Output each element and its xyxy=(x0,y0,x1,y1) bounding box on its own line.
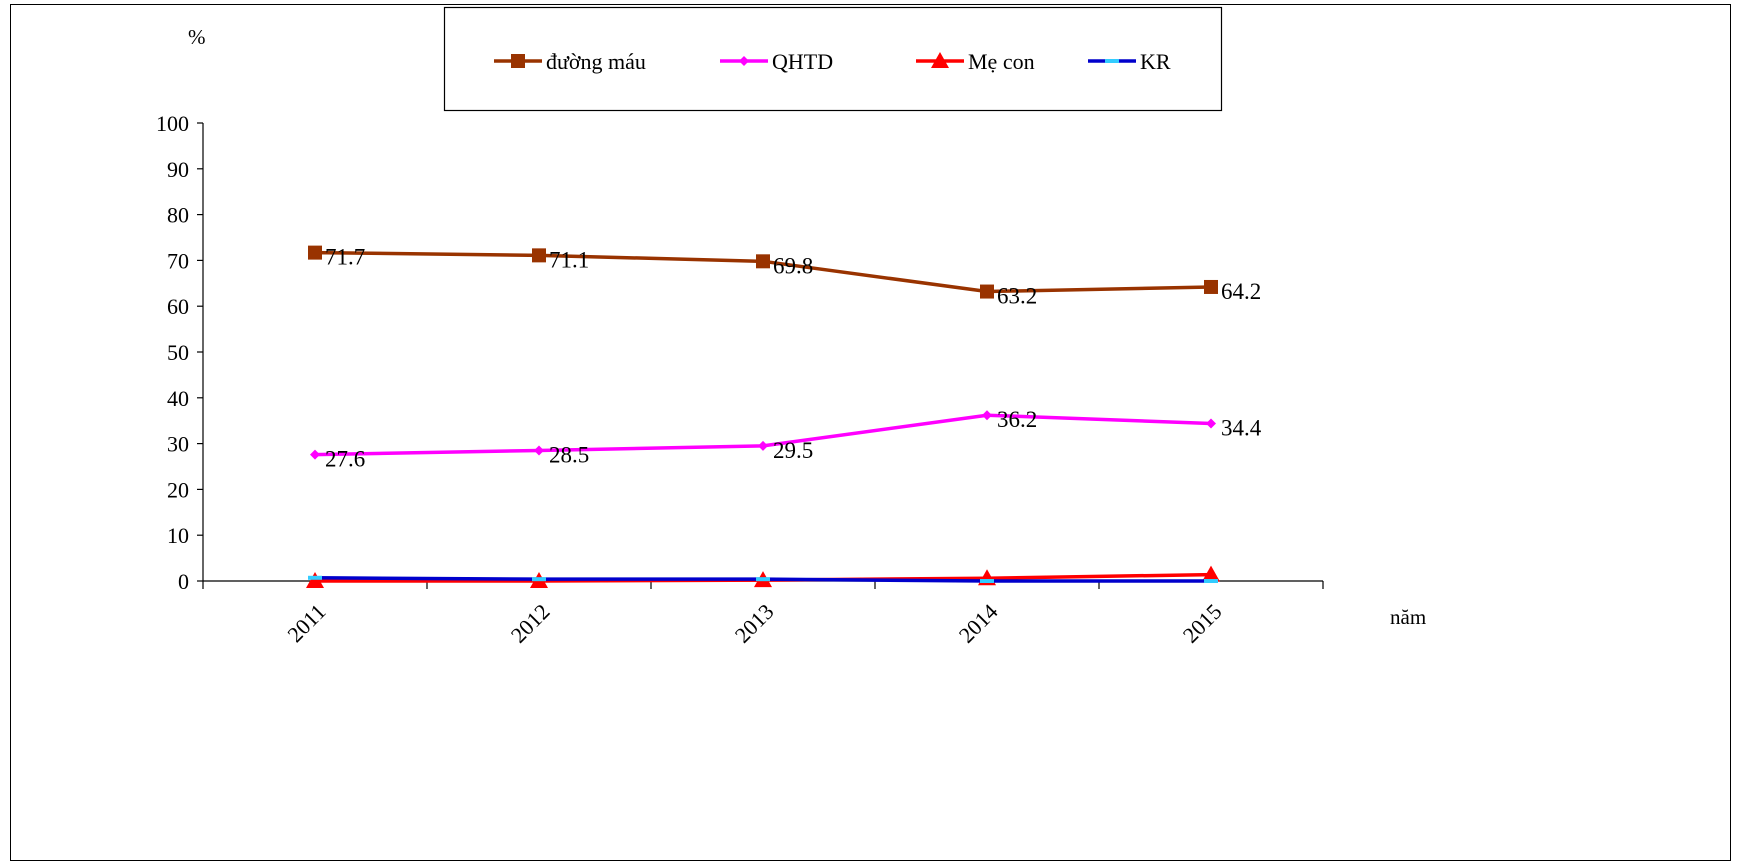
x-axis-ticks: 2011 2012 2013 2014 2015 xyxy=(202,581,1324,648)
y-tick-label: 40 xyxy=(167,386,189,411)
series-layer xyxy=(306,245,1220,588)
series-2-data-label: 34.4 xyxy=(1221,415,1262,440)
data-labels: 71.7 71.1 69.8 63.2 64.2 27.6 28.5 29.5 36.2 34.4 xyxy=(325,245,1262,472)
x-tick-label: 2012 xyxy=(506,599,555,648)
legend-item-2-swatch-marker xyxy=(739,56,749,66)
y-tick-label: 100 xyxy=(156,111,189,136)
legend-item-4-swatch-marker xyxy=(1105,59,1119,63)
legend: đường máu QHTD Mẹ con KR xyxy=(494,49,1171,74)
y-axis-ticks: 0 10 20 30 40 50 60 70 80 90 100 xyxy=(156,111,203,594)
y-tick-label: 80 xyxy=(167,203,189,228)
series-3 xyxy=(306,565,1220,588)
series-2-data-label: 36.2 xyxy=(997,407,1037,432)
y-tick-label: 10 xyxy=(167,523,189,548)
series-2-point xyxy=(758,440,768,451)
x-tick-label: 2014 xyxy=(954,599,1003,648)
y-tick-label: 20 xyxy=(167,477,189,502)
legend-item-1: đường máu xyxy=(494,49,646,74)
series-1-data-label: 71.7 xyxy=(325,245,365,270)
series-4-point xyxy=(1204,579,1218,583)
y-tick-label: 0 xyxy=(178,569,189,594)
y-tick-label: 60 xyxy=(167,294,189,319)
chart-border xyxy=(10,4,1731,861)
legend-item-2: QHTD xyxy=(720,49,833,74)
series-2-point xyxy=(982,410,992,421)
series-1-data-label: 71.1 xyxy=(549,247,589,272)
axes xyxy=(202,123,1323,582)
series-2-data-label: 28.5 xyxy=(549,442,589,467)
series-4 xyxy=(308,575,1218,583)
legend-item-1-label: đường máu xyxy=(546,49,646,74)
x-tick-label: 2015 xyxy=(1178,599,1227,648)
series-1-data-label: 64.2 xyxy=(1221,279,1261,304)
series-1-point xyxy=(980,284,994,299)
series-1-point xyxy=(308,245,322,260)
series-1 xyxy=(308,245,1218,299)
series-2-point xyxy=(1206,418,1216,429)
legend-item-2-label: QHTD xyxy=(772,49,833,74)
x-tick-label: 2013 xyxy=(730,599,779,648)
series-4-point xyxy=(756,577,770,582)
series-4-point xyxy=(980,579,994,583)
series-2 xyxy=(310,410,1216,460)
y-tick-label: 50 xyxy=(167,340,189,365)
y-tick-label: 90 xyxy=(167,157,189,182)
legend-item-4: KR xyxy=(1088,49,1171,74)
y-axis-title: % xyxy=(188,25,206,49)
y-tick-label: 30 xyxy=(167,432,189,457)
series-1-data-label: 69.8 xyxy=(773,253,813,278)
series-4-point xyxy=(532,577,546,582)
series-1-point xyxy=(756,254,770,269)
series-2-data-label: 27.6 xyxy=(325,447,365,472)
legend-item-3-label: Mẹ con xyxy=(968,49,1035,74)
series-1-point xyxy=(1204,279,1218,294)
series-4-point xyxy=(308,575,322,580)
series-2-data-label: 29.5 xyxy=(773,438,813,463)
series-1-point xyxy=(532,248,546,263)
series-3-point xyxy=(1202,565,1220,582)
series-2-point xyxy=(310,449,320,460)
legend-item-4-label: KR xyxy=(1140,49,1171,74)
legend-item-3-swatch-marker xyxy=(931,52,949,68)
x-axis-title: năm xyxy=(1390,605,1426,629)
x-tick-label: 2011 xyxy=(282,599,330,647)
series-3-point xyxy=(306,572,324,588)
y-tick-label: 70 xyxy=(167,248,189,273)
series-1-data-label: 63.2 xyxy=(997,284,1037,309)
series-2-point xyxy=(534,445,544,456)
legend-box xyxy=(443,6,1223,112)
legend-item-3: Mẹ con xyxy=(916,49,1035,74)
legend-item-1-swatch-marker xyxy=(511,54,525,68)
